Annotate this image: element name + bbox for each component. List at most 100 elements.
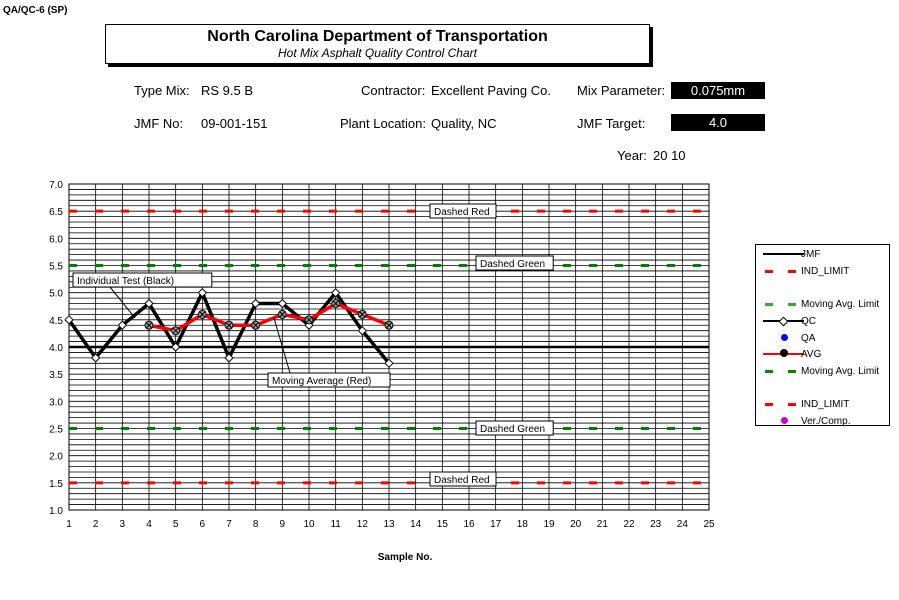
x-tick-label: 22 xyxy=(623,519,635,530)
x-tick-label: 17 xyxy=(490,519,502,530)
x-tick-label: 8 xyxy=(253,519,259,530)
annotation-box xyxy=(475,420,554,436)
avg-point-cross xyxy=(252,321,260,329)
legend-label: QC xyxy=(801,316,816,327)
annotation-label: Dashed Green xyxy=(480,424,545,435)
contractor-label: Contractor: xyxy=(361,83,426,98)
y-tick-label: 6.0 xyxy=(49,234,63,245)
y-tick-label: 5.0 xyxy=(49,289,63,300)
y-tick-label: 1.5 xyxy=(49,479,63,490)
avg-line xyxy=(148,301,390,333)
y-tick-label: 2.0 xyxy=(49,452,63,463)
y-tick-label: 4.0 xyxy=(49,343,63,354)
form-id: QA/QC-6 (SP) xyxy=(3,5,68,16)
legend-label: QA xyxy=(801,333,816,344)
annotation-arrow xyxy=(273,317,291,374)
x-tick-label: 14 xyxy=(410,519,422,530)
y-tick-label: 3.5 xyxy=(49,370,63,381)
legend-label: IND_LIMIT xyxy=(801,266,850,277)
avg-point-cross xyxy=(225,321,233,329)
x-tick-label: 15 xyxy=(437,519,449,530)
x-tick-label: 25 xyxy=(703,519,715,530)
x-tick-label: 2 xyxy=(93,519,99,530)
avg-point-cross xyxy=(358,311,366,318)
avg-point-cross xyxy=(198,311,206,318)
avg-point-cross xyxy=(305,316,313,324)
chart-title: North Carolina Department of Transportat… xyxy=(207,28,548,45)
avg-point-cross xyxy=(385,321,393,329)
qc-point xyxy=(144,298,154,309)
annotation-box xyxy=(429,471,497,487)
legend-label: JMF xyxy=(801,249,821,260)
x-tick-label: 1 xyxy=(66,519,72,530)
x-tick-label: 20 xyxy=(570,519,582,530)
x-tick-label: 9 xyxy=(280,519,286,530)
jmf-target-label: JMF Target: xyxy=(577,116,646,131)
jmf-no-label: JMF No: xyxy=(134,116,184,131)
mix-parameter-value: 0.075mm xyxy=(671,82,765,99)
y-tick-label: 6.5 xyxy=(49,207,63,218)
qc-point xyxy=(384,358,394,369)
qc-point xyxy=(224,353,234,363)
x-axis-label: Sample No. xyxy=(378,552,433,563)
legend-label: Moving Avg. Limit xyxy=(801,366,880,377)
x-tick-label: 16 xyxy=(463,519,475,530)
avg-point-cross xyxy=(145,321,153,329)
x-tick-label: 7 xyxy=(226,519,232,530)
y-tick-label: 4.5 xyxy=(49,316,63,327)
chart-subtitle: Hot Mix Asphalt Quality Control Chart xyxy=(278,46,477,60)
y-tick-label: 7.0 xyxy=(49,180,63,191)
jmf-target-value: 4.0 xyxy=(671,114,765,131)
x-tick-label: 3 xyxy=(120,519,126,530)
qc-point xyxy=(197,287,208,298)
contractor-value: Excellent Paving Co. xyxy=(431,83,551,98)
annotation-arrow xyxy=(109,286,136,319)
plant-location-label: Plant Location: xyxy=(340,116,427,131)
y-tick-label: 2.5 xyxy=(49,425,63,436)
x-tick-label: 6 xyxy=(200,519,206,530)
x-tick-label: 24 xyxy=(677,519,689,530)
x-tick-label: 12 xyxy=(357,519,369,530)
legend-label: Ver./Comp. xyxy=(801,416,851,427)
annotation-label: Moving Average (Red) xyxy=(272,376,371,387)
qc-point xyxy=(330,287,341,298)
x-tick-label: 23 xyxy=(650,519,662,530)
annotation-label: Individual Test (Black) xyxy=(77,276,174,287)
x-tick-label: 13 xyxy=(383,519,395,530)
qc-point xyxy=(277,298,288,309)
year-label: Year: xyxy=(617,148,647,163)
x-tick-label: 10 xyxy=(303,519,315,530)
qc-point xyxy=(64,315,74,325)
annotation-label: Dashed Green xyxy=(480,259,545,270)
qc-point xyxy=(170,342,181,352)
qc-point xyxy=(117,320,128,330)
type-mix-value: RS 9.5 B xyxy=(201,83,254,98)
x-tick-label: 4 xyxy=(146,519,152,530)
legend-label: Moving Avg. Limit xyxy=(801,299,880,310)
x-tick-label: 21 xyxy=(597,519,609,530)
avg-point-cross xyxy=(278,311,286,318)
legend: JMF IND_LIMIT Moving Avg. Limit QC QA AVG Movi… xyxy=(755,244,890,427)
x-tick-label: 11 xyxy=(330,519,341,530)
year-value: 20 10 xyxy=(653,148,686,163)
x-tick-label: 18 xyxy=(517,519,529,530)
type-mix-label: Type Mix: xyxy=(134,83,190,98)
x-tick-label: 5 xyxy=(173,519,179,530)
avg-point-cross xyxy=(332,300,340,307)
annotation-label: Dashed Red xyxy=(434,207,490,218)
annotation-box xyxy=(475,255,554,271)
annotation-box xyxy=(267,372,391,388)
qc-point xyxy=(90,353,101,363)
y-tick-label: 1.0 xyxy=(49,506,63,517)
title-box: North Carolina Department of Transportat… xyxy=(105,24,650,64)
legend-label: IND_LIMIT xyxy=(801,399,850,410)
annotation-label: Dashed Red xyxy=(434,475,490,486)
legend-label: AVG xyxy=(801,349,822,360)
qc-point xyxy=(357,325,368,336)
x-tick-label: 19 xyxy=(543,519,555,530)
y-tick-label: 5.5 xyxy=(49,262,63,273)
mix-parameter-label: Mix Parameter: xyxy=(577,83,666,98)
qc-point xyxy=(250,298,261,309)
y-tick-label: 3.0 xyxy=(49,397,63,408)
annotation-box xyxy=(429,203,497,219)
